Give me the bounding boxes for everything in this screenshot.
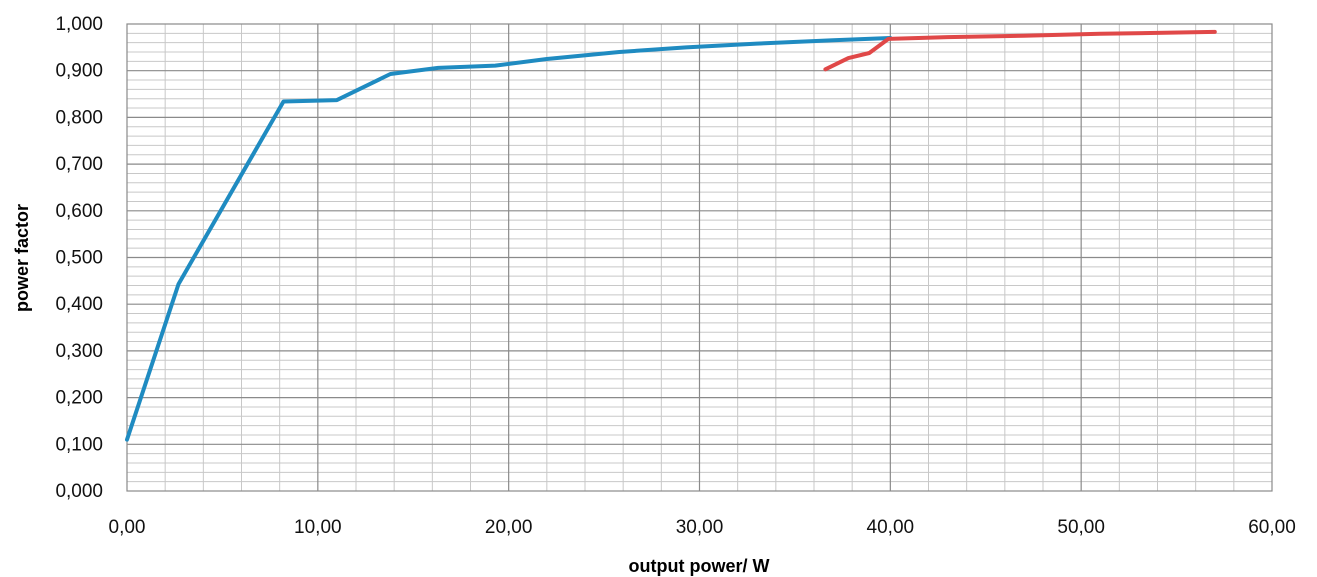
plot-frame <box>126 23 1273 492</box>
x-axis-title: output power/ W <box>629 556 770 576</box>
y-tick-label: 0,500 <box>55 248 103 269</box>
y-tick-label: 0,800 <box>55 107 103 128</box>
y-tick-label: 0,700 <box>55 154 103 175</box>
y-tick-label: 0,400 <box>55 294 103 315</box>
y-tick-labels: 0,000 0,100 0,200 0,300 0,400 0,500 0,600 0,700… <box>55 14 103 502</box>
x-tick-label: 60,00 <box>1248 517 1296 538</box>
series-line-2 <box>823 29 1217 72</box>
y-tick-label: 1,000 <box>55 14 103 35</box>
x-tick-label: 40,00 <box>867 517 915 538</box>
major-grid <box>127 24 1272 491</box>
y-tick-label: 0,000 <box>55 481 103 502</box>
y-tick-label: 0,600 <box>55 201 103 222</box>
x-tick-label: 0,00 <box>109 517 146 538</box>
y-axis-title: power factor <box>12 204 32 312</box>
series-layer <box>125 29 1217 442</box>
x-tick-labels: 0,00 10,00 20,00 30,00 40,00 50,00 60,00 <box>109 517 1296 538</box>
x-tick-label: 30,00 <box>676 517 724 538</box>
plot-area-border <box>126 23 1273 492</box>
x-tick-label: 10,00 <box>294 517 342 538</box>
x-tick-label: 20,00 <box>485 517 533 538</box>
y-tick-label: 0,100 <box>55 434 103 455</box>
y-tick-label: 0,200 <box>55 388 103 409</box>
y-tick-label: 0,300 <box>55 341 103 362</box>
series-line-1 <box>125 36 893 442</box>
y-tick-label: 0,900 <box>55 61 103 82</box>
x-tick-label: 50,00 <box>1057 517 1105 538</box>
